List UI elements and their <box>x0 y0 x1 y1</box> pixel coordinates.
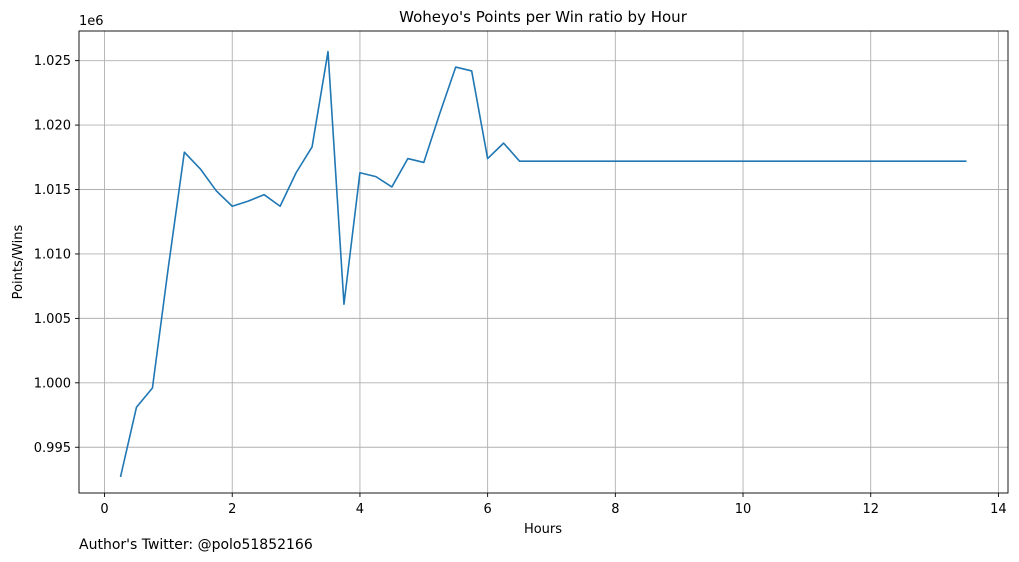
x-tick-label: 6 <box>483 502 491 517</box>
x-axis-label: Hours <box>524 522 562 537</box>
plot-frame <box>78 30 1009 494</box>
x-tick-label: 0 <box>100 502 108 517</box>
x-tick-label: 8 <box>611 502 619 517</box>
y-tick-label: 1.015 <box>34 183 71 198</box>
grid <box>79 31 1008 493</box>
x-tick-label: 14 <box>990 502 1007 517</box>
y-tick-label: 1.000 <box>34 376 71 391</box>
x-tick-label: 12 <box>862 502 879 517</box>
y-offset-label: 1e6 <box>79 14 104 29</box>
y-axis-label: Points/Wins <box>11 224 26 299</box>
y-tick-label: 1.010 <box>34 247 71 262</box>
y-tick-label: 1.005 <box>34 312 71 327</box>
series <box>119 50 967 478</box>
author-credit: Author's Twitter: @polo51852166 <box>79 537 313 553</box>
y-tick-label: 1.020 <box>34 119 71 134</box>
chart-title: Woheyo's Points per Win ratio by Hour <box>399 8 688 26</box>
series-line <box>119 50 967 478</box>
x-tick-label: 4 <box>356 502 364 517</box>
y-tick-label: 1.025 <box>34 54 71 69</box>
x-ticks: 0 2 4 6 8 10 12 14 <box>100 493 1007 517</box>
plot-background <box>79 31 1008 493</box>
x-tick-label: 2 <box>228 502 236 517</box>
x-tick-label: 10 <box>735 502 752 517</box>
y-ticks: 0.995 1.000 1.005 1.010 1.015 1.020 1.025 <box>34 54 79 456</box>
y-tick-label: 0.995 <box>34 441 71 456</box>
